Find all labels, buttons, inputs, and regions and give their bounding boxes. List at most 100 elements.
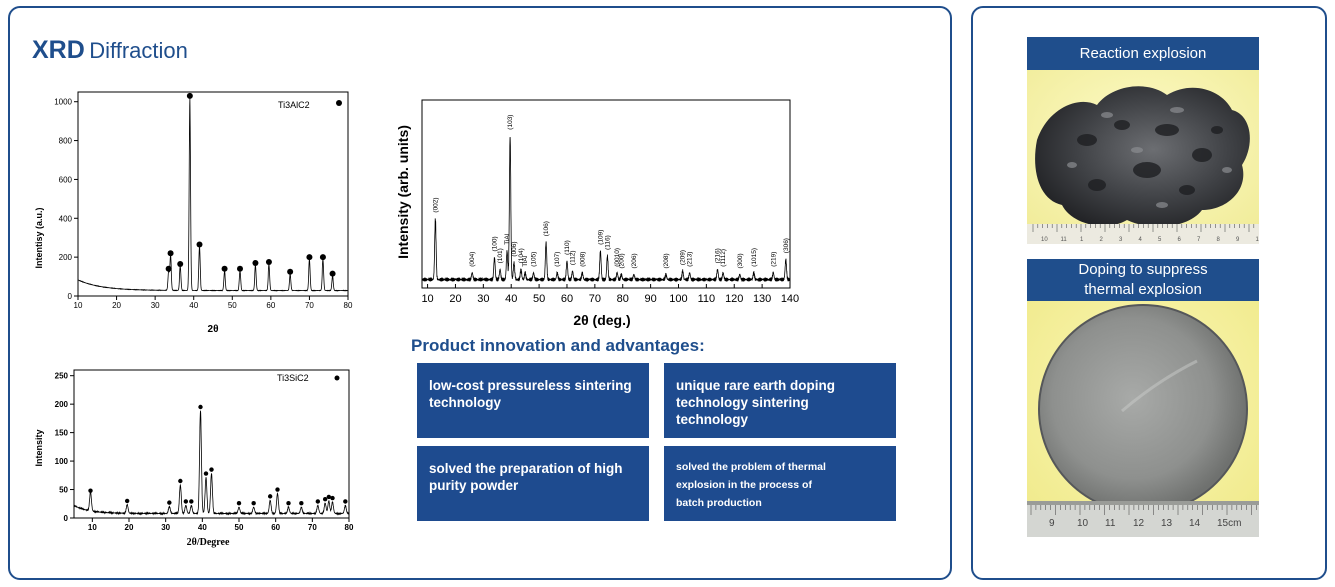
- spectrum-line: [77, 97, 349, 292]
- peak-marker: [183, 499, 189, 504]
- peak-marker: [286, 501, 291, 506]
- ruler-top: 101112345678910: [1032, 224, 1260, 243]
- peak-label: (107): [554, 252, 561, 267]
- x-tick-label: 20: [125, 523, 134, 532]
- y-tick-label: 200: [59, 253, 73, 262]
- peak-marker: [322, 497, 328, 502]
- peak-label: (213): [687, 252, 694, 267]
- peak-label: (206): [631, 253, 638, 268]
- x-tick-label: 80: [617, 293, 629, 305]
- ruler-number: 9: [1236, 237, 1240, 243]
- chart3-xlabel: 2θ (deg.): [573, 312, 630, 328]
- x-tick-label: 30: [477, 293, 489, 305]
- xrd-chart-ti3sic2: Ti3SiC2 Intensity 2θ/Degree 10 20 30 40 50 60…: [34, 369, 354, 548]
- peak-label: (004): [469, 252, 476, 267]
- peak-marker: [189, 499, 194, 504]
- peak-marker: [330, 495, 335, 501]
- peak-label: (101): [497, 248, 504, 263]
- chart2-xlabel: 2θ/Degree: [187, 537, 230, 548]
- peak-marker: [329, 270, 336, 277]
- y-tick-label: 0: [68, 292, 73, 301]
- peak-marker: [267, 494, 273, 499]
- peak-marker: [326, 494, 332, 500]
- ruler-number: 15cm: [1217, 518, 1241, 529]
- page-title: XRD Diffraction: [32, 36, 188, 64]
- peak-label: (219): [770, 252, 777, 267]
- ruler-number: 11: [1061, 237, 1068, 243]
- y-tick-label: 100: [55, 457, 69, 466]
- peak-label: (116): [604, 235, 611, 250]
- y-tick-label: 150: [55, 429, 69, 438]
- peak-marker: [306, 254, 313, 261]
- x-tick-label: 60: [266, 301, 275, 310]
- x-tick-label: 80: [345, 523, 354, 532]
- peak-marker: [196, 241, 203, 248]
- peak-marker: [198, 404, 203, 410]
- peak-label: (106): [543, 221, 550, 236]
- ruler-number: 7: [1197, 237, 1201, 243]
- peak-label: (110): [564, 240, 571, 255]
- x-tick-label: 130: [753, 293, 771, 305]
- chart1-xlabel: 2θ: [208, 324, 219, 335]
- x-tick-label: 30: [161, 523, 170, 532]
- ruler-number: 8: [1217, 237, 1221, 243]
- x-tick-label: 70: [305, 301, 314, 310]
- plot-frame: [73, 369, 350, 519]
- peak-marker: [178, 478, 183, 484]
- x-tick-label: 90: [644, 293, 656, 305]
- peak-label: (306): [783, 238, 790, 253]
- peak-marker: [88, 488, 93, 493]
- y-tick-label: 0: [64, 514, 69, 523]
- peak-marker: [167, 500, 172, 505]
- peak-marker: [186, 92, 193, 99]
- peak-marker: [236, 501, 242, 506]
- peak-marker: [165, 265, 172, 272]
- plot-frame: [421, 99, 791, 289]
- peak-label: (104): [518, 248, 525, 263]
- ruler-number: 10: [1077, 518, 1089, 529]
- x-tick-label: 60: [561, 293, 573, 305]
- x-tick-label: 120: [725, 293, 743, 305]
- ruler-number: 1: [1080, 237, 1084, 243]
- peak-label: (105): [531, 252, 538, 267]
- x-tick-label: 70: [308, 523, 317, 532]
- ruler-bottom: 9 10 11 12 13 14 15cm: [1030, 505, 1257, 529]
- doped-disc-photo: 9 10 11 12 13 14 15cm: [1027, 301, 1259, 537]
- chart2-legend-dot: [334, 375, 340, 381]
- peak-label: (300): [737, 253, 744, 268]
- x-tick-label: 50: [228, 301, 237, 310]
- x-tick-label: 110: [698, 293, 716, 305]
- peak-marker: [299, 501, 304, 506]
- advantage-card-4: solved the problem of thermal explosion …: [664, 446, 896, 521]
- y-tick-label: 600: [59, 175, 73, 184]
- peak-marker: [221, 265, 228, 272]
- x-tick-label: 10: [88, 523, 97, 532]
- ruler-number: 6: [1178, 237, 1182, 243]
- x-tick-label: 100: [669, 293, 687, 305]
- peak-label: (002): [432, 197, 439, 212]
- image-label-doping: Doping to suppress thermal explosion: [1027, 259, 1259, 301]
- ruler-number: 10: [1256, 237, 1260, 243]
- peak-marker: [315, 499, 321, 504]
- peak-label: (216): [715, 248, 722, 263]
- peak-marker: [237, 265, 243, 272]
- peak-label: TiAl: [504, 233, 511, 245]
- peak-marker: [287, 268, 294, 275]
- chart1-ylabel: Intentisy (a.u.): [34, 207, 44, 268]
- y-tick-label: 1000: [54, 98, 72, 107]
- advantage-text-4: solved the problem of thermal explosion …: [676, 461, 826, 509]
- spectrum-line: [73, 410, 350, 516]
- peak-marker: [251, 501, 256, 506]
- peak-label: (112): [570, 250, 577, 265]
- advantage-text-2: unique rare earth doping technology sint…: [676, 378, 836, 427]
- ruler-number: 14: [1189, 518, 1201, 529]
- doped-disc-image: 9 10 11 12 13 14 15cm: [1027, 301, 1259, 537]
- peak-label: (006): [511, 241, 518, 256]
- peak-label: (208): [663, 253, 670, 268]
- chart1-legend-label: Ti3AlC2: [278, 100, 310, 110]
- peak-marker: [275, 487, 280, 492]
- peak-marker: [265, 259, 272, 265]
- peak-label: (008): [579, 252, 586, 267]
- y-tick-label: 200: [55, 400, 69, 409]
- x-tick-label: 10: [421, 293, 433, 305]
